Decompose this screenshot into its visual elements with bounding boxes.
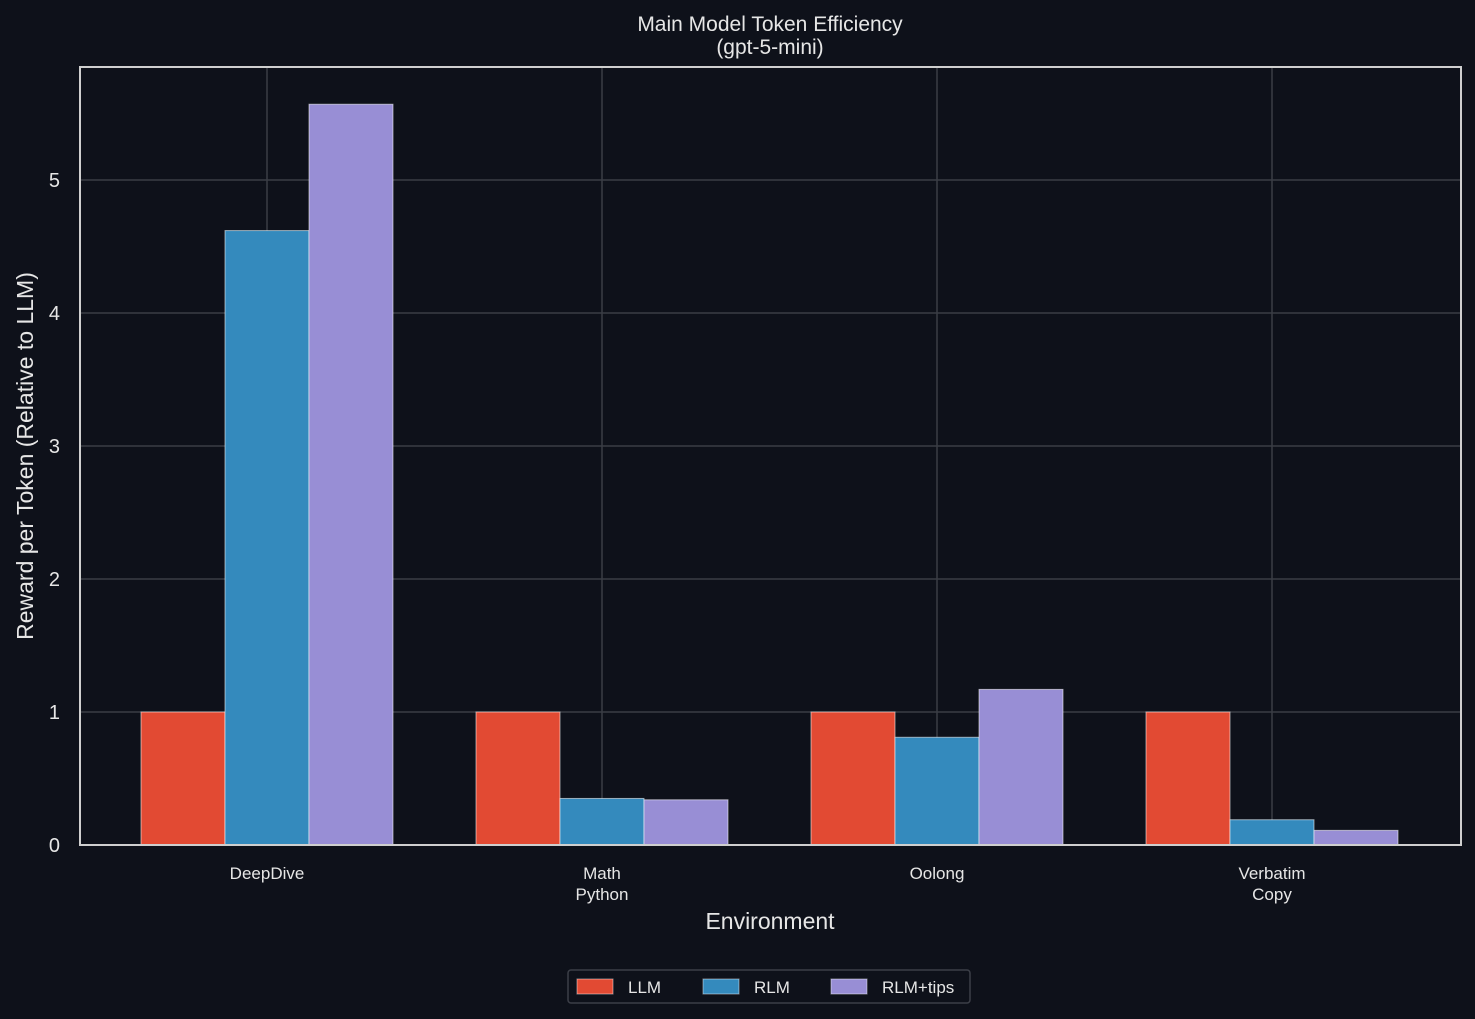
bar-rlm-1: [559, 797, 645, 846]
y-axis-label: Reward per Token (Relative to LLM): [12, 272, 38, 640]
bar-llm-3: [1145, 711, 1231, 846]
y-tick-label: 5: [49, 170, 60, 192]
bar-rlm-tips-0: [308, 103, 394, 846]
chart-title: Main Model Token Efficiency: [637, 13, 903, 36]
x-category-label: Oolong: [910, 864, 965, 883]
y-tick-label: 4: [49, 303, 60, 325]
y-tick-labels: 0 1 2 3 4 5: [49, 170, 60, 857]
y-tick-label: 1: [49, 702, 60, 724]
x-category-labels: DeepDive Math Python Oolong Verbatim Copy: [230, 864, 1306, 904]
legend-label: LLM: [628, 978, 661, 997]
x-category-label: Verbatim: [1238, 864, 1305, 883]
x-category-label: Python: [576, 885, 629, 904]
plot-frame: [79, 66, 1462, 846]
y-tick-label: 3: [49, 436, 60, 458]
bar-rlm-3: [1229, 819, 1315, 846]
x-axis-label: Environment: [705, 908, 835, 934]
legend: LLM RLM RLM+tips: [567, 969, 971, 1004]
legend-label: RLM: [754, 978, 790, 997]
bar-llm-1: [475, 711, 561, 846]
legend-box: [567, 969, 971, 1004]
y-tick-label: 0: [49, 835, 60, 857]
x-category-label: DeepDive: [230, 864, 305, 883]
bar-rlm-2: [894, 736, 980, 846]
legend-swatch-rlm: [702, 978, 740, 995]
legend-label: RLM+tips: [882, 978, 954, 997]
bar-llm-0: [140, 711, 226, 846]
bar-llm-2: [810, 711, 896, 846]
x-category-label: Copy: [1252, 885, 1292, 904]
y-tick-label: 2: [49, 569, 60, 591]
bar-rlm-tips-1: [643, 799, 729, 846]
x-category-label: Math: [583, 864, 621, 883]
bar-rlm-tips-2: [978, 688, 1064, 846]
bar-marks: [140, 103, 1399, 846]
bar-rlm-tips-3: [1313, 829, 1399, 846]
bar-rlm-0: [224, 230, 310, 846]
legend-swatch-rlm-tips: [830, 978, 868, 995]
legend-swatch-llm: [576, 978, 614, 995]
chart-subtitle: (gpt-5-mini): [716, 36, 823, 59]
